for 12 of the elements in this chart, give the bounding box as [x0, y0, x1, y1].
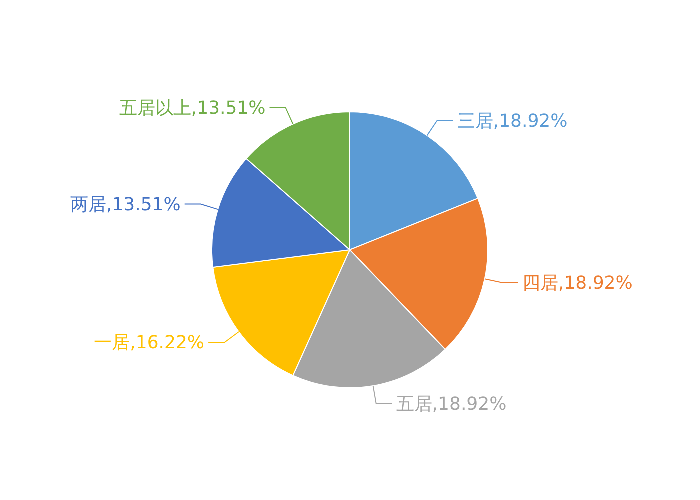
slice-label: 五居	[396, 394, 432, 415]
slice-label: 两居	[70, 194, 106, 216]
data-label: ,16.22%	[130, 332, 205, 354]
data-label: ,13.51%	[191, 98, 266, 119]
slice-label: 三居	[457, 110, 494, 132]
data-label: ,18.92%	[558, 272, 633, 294]
data-label: ,18.92%	[432, 394, 507, 415]
data-label: ,18.92%	[493, 110, 568, 132]
slice-label: 四居	[522, 272, 558, 294]
slice-label: 五居以上	[119, 98, 192, 119]
slice-label: 一居	[94, 332, 130, 354]
data-label: ,13.51%	[106, 194, 181, 216]
